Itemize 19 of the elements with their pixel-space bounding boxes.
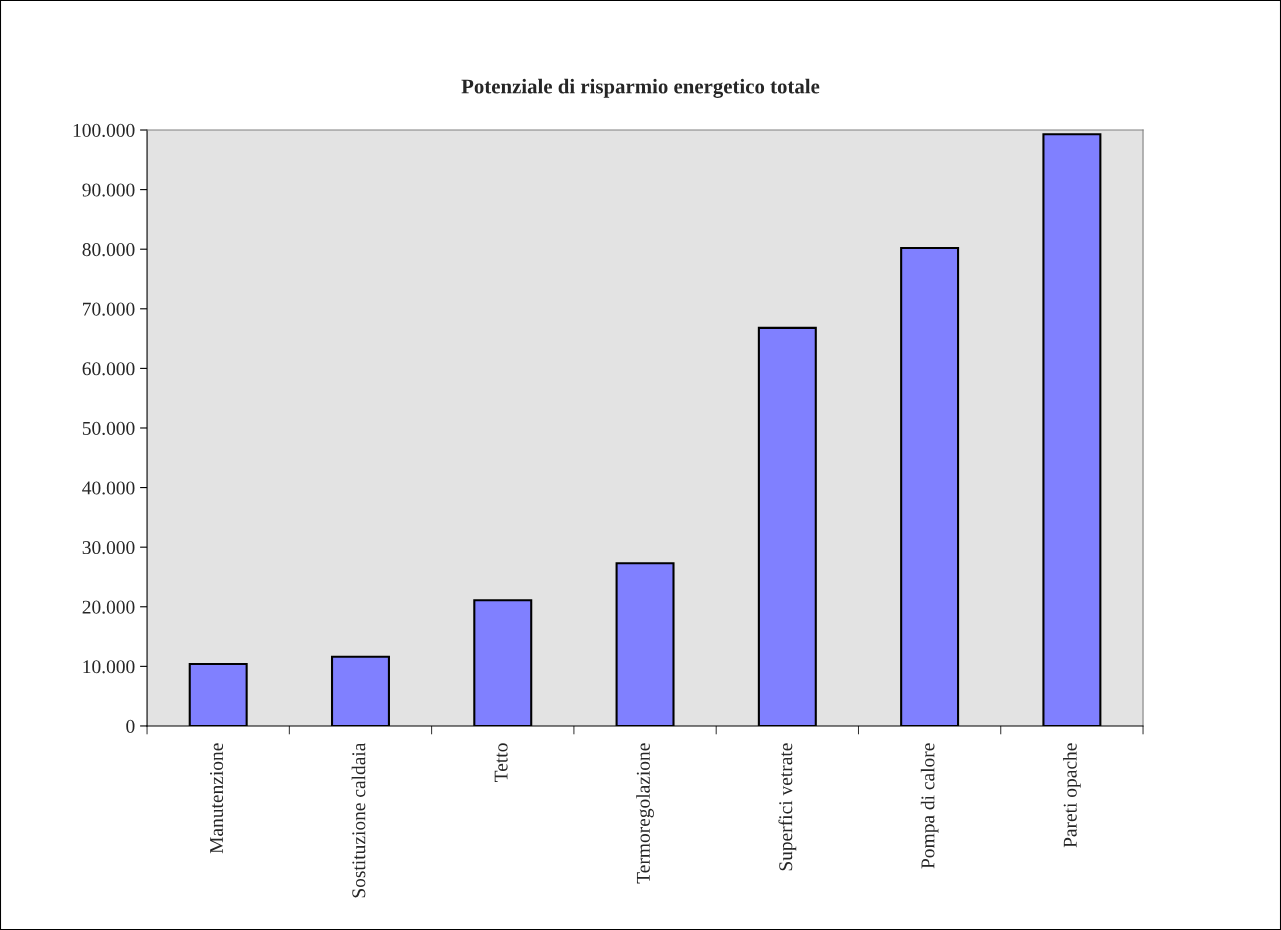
x-tick-label: Manutenzione <box>210 743 224 854</box>
y-tick-label: 80.000 <box>82 243 135 257</box>
x-tick-label: Pompa di calore <box>920 743 939 869</box>
y-tick-label: 40.000 <box>82 481 135 495</box>
x-tick-label: Pareti opache <box>1063 743 1081 848</box>
chart-title: Potenziale di risparmio energetico totale <box>461 78 820 98</box>
x-tick-label: Superfici vetrate <box>778 743 797 871</box>
x-tick-label: Sostituzione caldaia <box>351 742 366 898</box>
x-tick-label: Tetto <box>494 743 508 782</box>
x-tick-label: Termoregolazione <box>636 743 654 884</box>
y-tick-label: 10.000 <box>83 660 135 674</box>
y-tick-label: 30.000 <box>82 540 135 555</box>
y-tick-label: 90.000 <box>82 183 135 197</box>
y-tick-label: 100.000 <box>73 123 135 138</box>
y-tick-label: 0 <box>126 719 135 733</box>
y-tick-label: 60.000 <box>82 362 135 376</box>
y-tick-label: 50.000 <box>82 421 135 436</box>
y-tick-label: 70.000 <box>83 302 135 316</box>
y-tick-label: 20.000 <box>82 600 135 614</box>
